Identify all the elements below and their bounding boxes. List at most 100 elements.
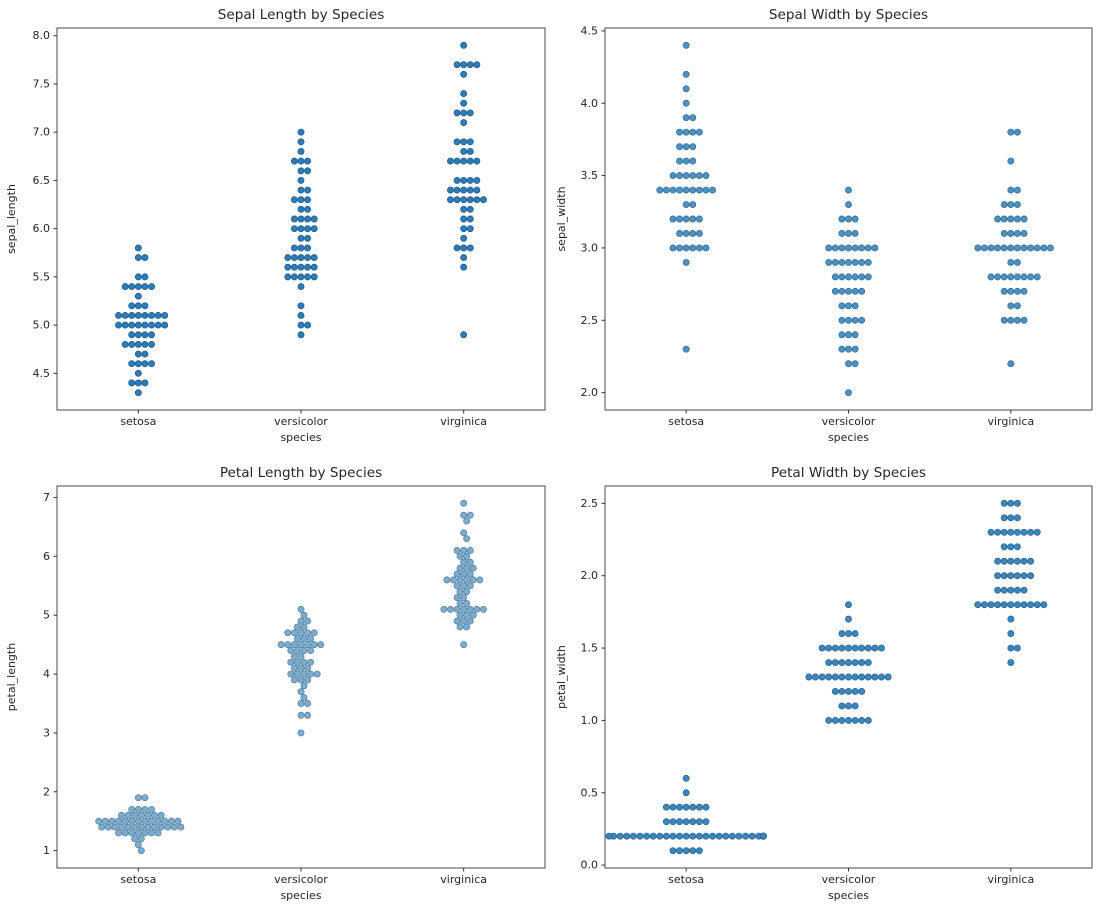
- data-point: [623, 832, 631, 840]
- data-point: [676, 186, 684, 194]
- data-point: [466, 148, 474, 155]
- data-point: [177, 823, 185, 831]
- data-point: [864, 673, 872, 681]
- data-point: [304, 676, 312, 684]
- data-point: [818, 644, 826, 652]
- data-point: [466, 157, 474, 165]
- data-point: [460, 529, 468, 537]
- data-point: [144, 823, 152, 831]
- data-points: [605, 499, 1048, 855]
- data-point: [669, 803, 677, 811]
- data-point: [466, 109, 474, 117]
- data-point: [297, 273, 305, 281]
- data-point: [1013, 514, 1021, 522]
- data-point: [845, 331, 852, 339]
- data-point: [980, 601, 988, 609]
- data-point: [460, 331, 468, 339]
- data-point: [825, 673, 833, 681]
- data-point: [290, 641, 298, 649]
- data-point: [845, 702, 852, 710]
- data-point: [128, 283, 136, 290]
- data-point: [1013, 201, 1021, 208]
- data-point: [689, 128, 697, 136]
- data-point: [884, 673, 892, 681]
- data-point: [440, 605, 448, 613]
- data-point: [128, 360, 136, 368]
- data-point: [293, 647, 301, 654]
- data-point: [987, 528, 995, 536]
- data-point: [460, 109, 468, 117]
- data-point: [689, 230, 697, 237]
- data-point: [858, 659, 866, 666]
- data-point: [656, 186, 664, 194]
- data-point: [1027, 572, 1035, 580]
- data-point: [994, 273, 1002, 281]
- data-point: [460, 61, 468, 69]
- data-point: [134, 379, 142, 387]
- data-point: [297, 629, 305, 637]
- data-point: [128, 321, 136, 329]
- data-point: [284, 273, 292, 281]
- data-point: [460, 205, 468, 213]
- data-point: [453, 186, 461, 194]
- data-point: [1033, 601, 1041, 609]
- data-point: [1027, 557, 1035, 565]
- data-point: [141, 829, 149, 837]
- data-point: [1013, 601, 1021, 609]
- data-point: [1000, 586, 1008, 594]
- data-point: [682, 172, 690, 180]
- data-point: [297, 312, 305, 319]
- data-point: [871, 244, 879, 252]
- data-point: [473, 196, 481, 204]
- data-point: [838, 230, 846, 237]
- data-point: [838, 673, 846, 681]
- data-point: [1000, 215, 1008, 223]
- data-point: [1007, 586, 1015, 594]
- data-point: [1000, 230, 1008, 237]
- data-point: [689, 244, 697, 252]
- data-point: [297, 302, 305, 310]
- data-point: [682, 128, 690, 136]
- data-point: [297, 711, 305, 719]
- data-point: [845, 615, 852, 623]
- data-point: [304, 234, 312, 242]
- data-point: [456, 623, 464, 631]
- data-point: [134, 292, 142, 300]
- data-point: [831, 244, 839, 252]
- data-point: [456, 552, 464, 560]
- subplot-petal-width: Petal Width by Species petal_width speci…: [555, 465, 1093, 902]
- data-point: [460, 641, 468, 649]
- data-point: [682, 201, 690, 208]
- data-point: [689, 803, 697, 811]
- data-point: [851, 287, 859, 295]
- data-point: [974, 601, 982, 609]
- data-point: [845, 244, 852, 252]
- data-point: [702, 818, 710, 826]
- data-point: [151, 823, 158, 831]
- data-point: [460, 582, 468, 590]
- data-point: [695, 128, 703, 136]
- data-point: [1040, 244, 1048, 252]
- y-tick-label: 4.5: [33, 367, 51, 380]
- data-point: [134, 283, 142, 290]
- data-point: [134, 312, 142, 319]
- data-point: [131, 835, 139, 843]
- data-point: [1020, 316, 1028, 324]
- data-point: [456, 564, 464, 572]
- data-point: [629, 832, 637, 840]
- data-point: [858, 716, 866, 724]
- data-point: [871, 644, 879, 652]
- data-point: [682, 847, 690, 855]
- data-point: [656, 832, 664, 840]
- data-point: [460, 186, 468, 194]
- data-point: [838, 659, 846, 666]
- data-point: [689, 172, 697, 180]
- data-point: [676, 215, 684, 223]
- data-point: [460, 157, 468, 165]
- data-point: [682, 345, 690, 353]
- x-tick-label: setosa: [668, 415, 704, 428]
- data-point: [118, 811, 125, 819]
- data-point: [1007, 157, 1015, 165]
- data-point: [715, 832, 723, 840]
